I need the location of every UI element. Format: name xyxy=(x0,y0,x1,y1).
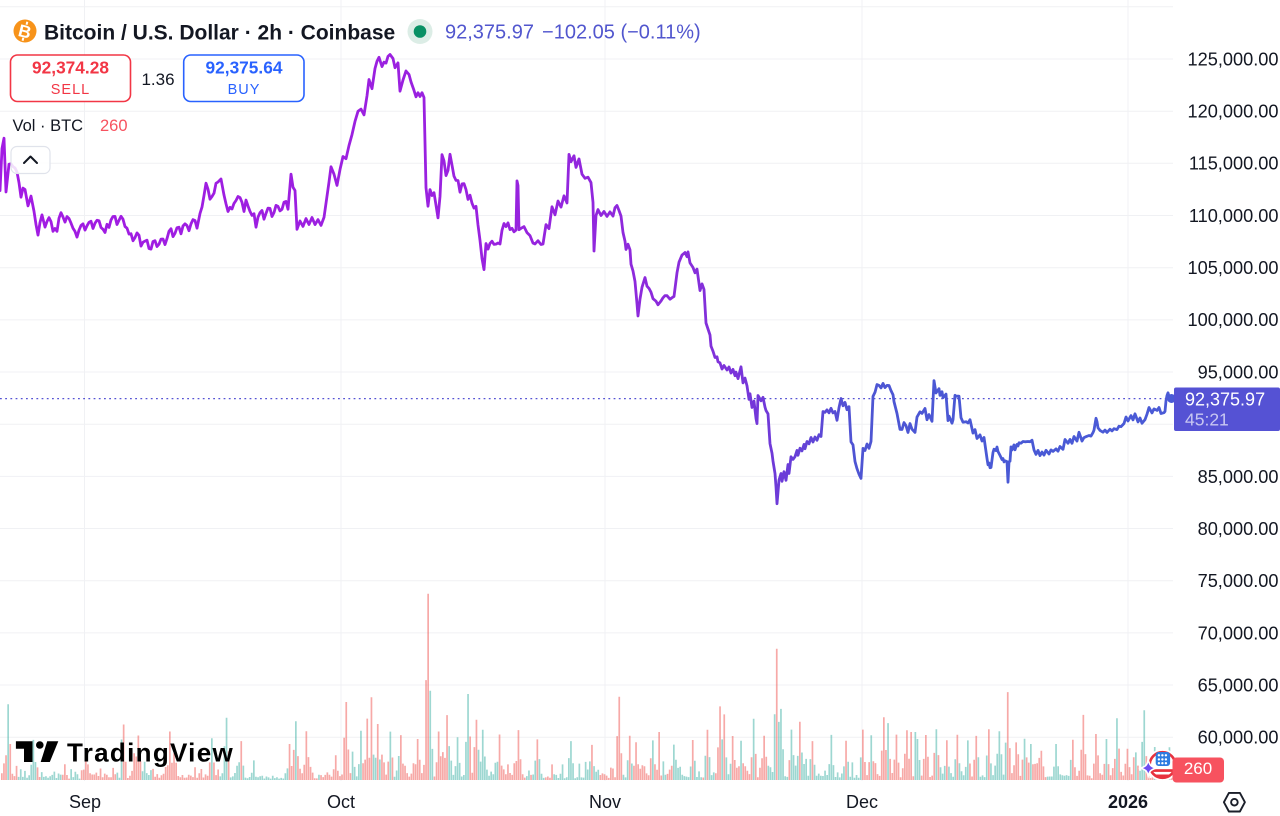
svg-text:92,375.64: 92,375.64 xyxy=(206,58,283,78)
svg-text:80,000.00: 80,000.00 xyxy=(1198,519,1279,539)
svg-text:125,000.00: 125,000.00 xyxy=(1187,49,1278,69)
svg-text:65,000.00: 65,000.00 xyxy=(1198,675,1279,695)
svg-text:92,374.28: 92,374.28 xyxy=(32,58,109,78)
svg-text:TradingView: TradingView xyxy=(67,738,234,768)
svg-text:120,000.00: 120,000.00 xyxy=(1187,102,1278,122)
svg-text:115,000.00: 115,000.00 xyxy=(1189,154,1279,174)
svg-text:Vol · BTC: Vol · BTC xyxy=(13,117,84,135)
svg-text:1.36: 1.36 xyxy=(141,70,174,89)
svg-text:BUY: BUY xyxy=(228,82,261,98)
svg-text:92,375.97: 92,375.97 xyxy=(1185,390,1265,410)
svg-text:B: B xyxy=(16,20,33,42)
svg-text:Oct: Oct xyxy=(327,792,355,812)
svg-text:Nov: Nov xyxy=(589,792,621,812)
svg-text:100,000.00: 100,000.00 xyxy=(1187,310,1278,330)
svg-text:2026: 2026 xyxy=(1108,792,1148,812)
svg-text:110,000.00: 110,000.00 xyxy=(1189,206,1279,226)
svg-text:95,000.00: 95,000.00 xyxy=(1198,362,1279,382)
svg-text:85,000.00: 85,000.00 xyxy=(1198,467,1279,487)
svg-text:Bitcoin / U.S. Dollar · 2h · C: Bitcoin / U.S. Dollar · 2h · Coinbase xyxy=(44,22,395,45)
svg-text:SELL: SELL xyxy=(51,82,90,98)
svg-text:260: 260 xyxy=(1184,759,1212,778)
svg-text:45:21: 45:21 xyxy=(1185,410,1229,430)
svg-text:70,000.00: 70,000.00 xyxy=(1198,623,1279,643)
svg-text:92,375.97 −102.05 (−0.11%): 92,375.97 −102.05 (−0.11%) xyxy=(445,22,701,44)
svg-text:105,000.00: 105,000.00 xyxy=(1187,258,1278,278)
svg-text:60,000.00: 60,000.00 xyxy=(1198,728,1279,748)
svg-text:75,000.00: 75,000.00 xyxy=(1198,571,1279,591)
svg-text:Sep: Sep xyxy=(69,792,101,812)
svg-text:260: 260 xyxy=(100,117,128,135)
svg-text:Dec: Dec xyxy=(846,792,878,812)
